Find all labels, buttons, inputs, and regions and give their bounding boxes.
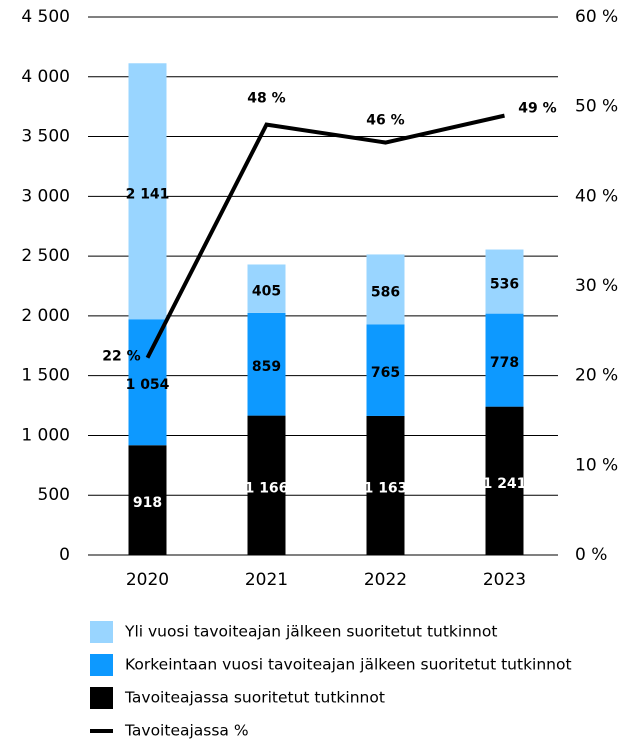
bar-value-label: 1 241 bbox=[483, 476, 527, 492]
bar-value-label: 778 bbox=[490, 355, 519, 371]
x-tick-label: 2023 bbox=[483, 570, 526, 590]
y-tick-label: 1 500 bbox=[21, 366, 70, 386]
legend-label: Yli vuosi tavoiteajan jälkeen suoritetut… bbox=[124, 623, 497, 641]
bar-segment bbox=[485, 406, 524, 555]
bar-segment bbox=[485, 313, 524, 407]
bar-segment bbox=[247, 415, 286, 555]
legend-swatch bbox=[90, 621, 113, 643]
bar-value-label: 1 054 bbox=[126, 377, 170, 393]
y2-tick-label: 10 % bbox=[575, 455, 618, 475]
x-tick-label: 2020 bbox=[126, 570, 169, 590]
legend-label: Tavoiteajassa suoritetut tutkinnot bbox=[124, 689, 385, 707]
bar-segment bbox=[247, 312, 286, 416]
y-tick-label: 2 000 bbox=[21, 306, 70, 326]
y-tick-label: 4 500 bbox=[21, 7, 70, 27]
y2-tick-label: 20 % bbox=[575, 366, 618, 386]
y-tick-label: 3 500 bbox=[21, 127, 70, 147]
legend-swatch bbox=[90, 687, 113, 709]
line-value-label: 49 % bbox=[518, 101, 556, 117]
y-tick-label: 500 bbox=[38, 485, 70, 505]
bar-value-label: 1 166 bbox=[245, 480, 289, 496]
y2-tick-label: 50 % bbox=[575, 97, 618, 117]
line-value-label: 22 % bbox=[102, 349, 140, 365]
x-tick-label: 2022 bbox=[364, 570, 407, 590]
bar-value-label: 536 bbox=[490, 277, 519, 293]
bar-segment bbox=[247, 264, 286, 313]
y2-tick-label: 0 % bbox=[575, 545, 607, 565]
legend-label: Tavoiteajassa % bbox=[124, 722, 249, 740]
bar-segment bbox=[366, 415, 405, 555]
y-tick-label: 0 bbox=[59, 545, 70, 565]
bar-segment bbox=[485, 249, 524, 314]
y-tick-label: 3 000 bbox=[21, 186, 70, 206]
y-tick-label: 1 000 bbox=[21, 425, 70, 445]
bar-segment bbox=[128, 319, 167, 446]
line-value-label: 48 % bbox=[247, 91, 285, 107]
y-tick-label: 4 000 bbox=[21, 67, 70, 87]
y2-tick-label: 40 % bbox=[575, 186, 618, 206]
bar-value-label: 1 163 bbox=[364, 480, 408, 496]
legend-swatch bbox=[90, 654, 113, 676]
y2-tick-label: 60 % bbox=[575, 7, 618, 27]
y2-tick-label: 30 % bbox=[575, 276, 618, 296]
x-tick-label: 2021 bbox=[245, 570, 288, 590]
bar-value-label: 586 bbox=[371, 284, 400, 300]
bar-value-label: 765 bbox=[371, 365, 400, 381]
y-tick-label: 2 500 bbox=[21, 246, 70, 266]
bar-value-label: 918 bbox=[133, 495, 162, 511]
bar-segment bbox=[366, 254, 405, 325]
bar-value-label: 2 141 bbox=[126, 186, 170, 202]
bar-value-label: 859 bbox=[252, 359, 281, 375]
legend-label: Korkeintaan vuosi tavoiteajan jälkeen su… bbox=[125, 656, 572, 674]
bar-segment bbox=[366, 324, 405, 416]
line-series bbox=[145, 113, 505, 359]
bar-value-label: 405 bbox=[252, 284, 281, 300]
bar-segment bbox=[128, 445, 167, 555]
line-value-label: 46 % bbox=[366, 113, 404, 129]
bar-segment bbox=[128, 63, 167, 320]
